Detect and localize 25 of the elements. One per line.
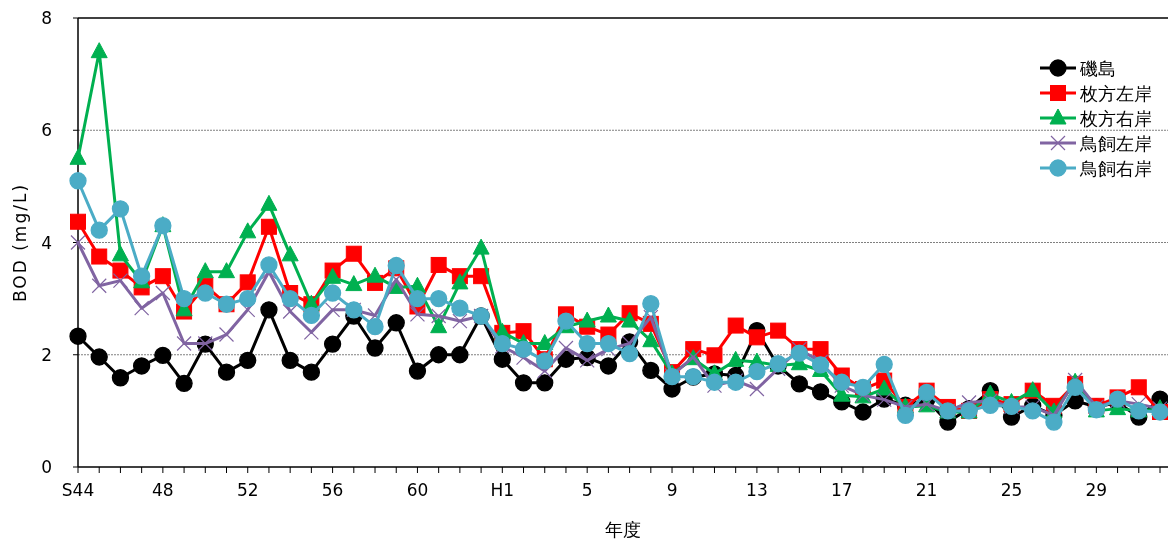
legend-label: 鳥飼右岸 xyxy=(1079,158,1152,179)
x-tick-label: 25 xyxy=(1000,480,1023,500)
x-tick-label: 13 xyxy=(746,480,768,500)
y-tick-label: 0 xyxy=(41,457,52,477)
x-tick-label: 52 xyxy=(236,480,259,500)
x-tick-label: 5 xyxy=(581,480,593,500)
x-tick-label: 29 xyxy=(1085,480,1108,500)
legend-label: 鳥飼左岸 xyxy=(1079,133,1152,154)
legend-label: 枚方右岸 xyxy=(1079,108,1152,129)
x-tick-label: 60 xyxy=(406,480,429,500)
x-tick-label: 21 xyxy=(915,480,938,500)
x-tick-label: 48 xyxy=(152,480,174,500)
x-tick-label: 17 xyxy=(830,480,853,500)
x-axis-title: 年度 xyxy=(605,519,641,540)
y-tick-label: 2 xyxy=(41,344,52,365)
legend-label: 枚方左岸 xyxy=(1079,83,1152,104)
x-tick-label: 56 xyxy=(321,480,344,500)
y-tick-label: 6 xyxy=(41,120,52,141)
y-tick-label: 8 xyxy=(41,8,52,28)
legend-label: 磯島 xyxy=(1079,58,1116,79)
y-tick-label: 4 xyxy=(41,232,52,253)
y-axis-title: BOD (mg/L) xyxy=(10,182,30,303)
x-tick-label: H1 xyxy=(490,480,515,500)
x-tick-label: 9 xyxy=(666,480,678,500)
x-tick-label: S44 xyxy=(61,480,95,500)
